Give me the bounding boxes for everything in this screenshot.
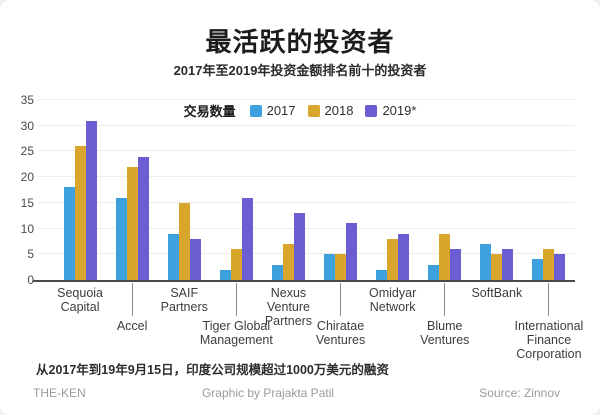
bar-2019 — [450, 249, 462, 280]
y-tick-label: 0 — [27, 273, 34, 287]
bar-2017 — [219, 269, 231, 280]
y-tick-label: 15 — [20, 195, 34, 210]
footer-brand: THE-KEN — [33, 386, 86, 400]
bar-group — [54, 100, 106, 280]
bar-group — [523, 100, 575, 280]
y-tick-label: 30 — [20, 118, 34, 133]
grid-line — [38, 227, 575, 229]
y-tick-label: 10 — [20, 221, 34, 236]
x-tick-label: Chiratae Ventures — [315, 319, 366, 347]
bar-2018 — [178, 202, 190, 280]
bar-group — [419, 100, 471, 280]
bar-2019 — [346, 223, 358, 280]
y-axis: 0 5 10 15 20 25 30 35 — [4, 93, 34, 287]
bar-2017 — [376, 269, 388, 280]
bar-2019 — [293, 213, 305, 280]
bar-2019 — [241, 197, 253, 280]
y-tick-label: 5 — [27, 247, 34, 262]
x-axis-labels: Sequoia Capital Accel SAIF Partners Tiger G… — [54, 282, 583, 367]
bar-group — [210, 100, 262, 280]
bar-2018 — [282, 244, 294, 280]
bar-2019 — [189, 238, 201, 280]
leader-line — [340, 283, 342, 316]
footer-source: Source: Zinnov — [479, 386, 560, 400]
grid-line — [38, 99, 575, 100]
bar-2017 — [271, 264, 283, 280]
leader-line — [131, 283, 133, 316]
legend-label-2018: 2018 — [324, 103, 354, 118]
bar-2018 — [387, 238, 399, 280]
legend-item-2017: 2017 — [249, 103, 296, 118]
x-tick-label: Accel — [116, 319, 148, 333]
bar-group — [471, 100, 523, 280]
bar-group — [367, 100, 419, 280]
leader-line — [235, 283, 237, 316]
x-tick-label: SoftBank — [471, 286, 523, 300]
bar-2019 — [502, 249, 514, 280]
bar-2019 — [137, 156, 149, 280]
x-tick-label: Tiger Global Management — [199, 319, 273, 347]
y-tick-label: 35 — [20, 93, 34, 107]
x-tick-label: International Finance Corporation — [514, 319, 584, 361]
grid-line — [38, 176, 575, 178]
grid-line — [38, 253, 575, 255]
footer: THE-KEN Graphic by Prajakta Patil Source… — [0, 386, 600, 402]
bar-2017 — [480, 244, 492, 280]
bar-2017 — [532, 259, 544, 280]
x-tick-label: SAIF Partners — [160, 286, 208, 314]
leader-line — [444, 283, 446, 316]
y-tick-label: 25 — [20, 144, 34, 159]
bar-group — [158, 100, 210, 280]
footnote: 从2017年到19年9月15日，印度公司规模超过1000万美元的融资 — [36, 363, 389, 377]
grid-line — [38, 124, 575, 126]
bar-2017 — [115, 197, 127, 280]
bar-2018 — [491, 254, 503, 280]
legend-swatch-2018 — [307, 104, 320, 117]
bar-group — [314, 100, 366, 280]
legend-item-2018: 2018 — [307, 103, 354, 118]
bar-2018 — [439, 233, 451, 280]
legend-swatch-2017 — [249, 104, 262, 117]
bar-2019 — [398, 233, 410, 280]
bar-2017 — [167, 233, 179, 280]
bar-2018 — [230, 249, 242, 280]
bar-2017 — [324, 254, 336, 280]
plot-area — [33, 99, 575, 282]
legend-label-2019: 2019* — [382, 103, 417, 118]
legend: 交易数量 2017 2018 2019* — [0, 101, 600, 120]
legend-swatch-2019 — [365, 104, 378, 117]
chart-subtitle: 2017年至2019年投资金额排名前十的投资者 — [173, 63, 427, 78]
bar-group — [262, 100, 314, 280]
bar-2017 — [63, 187, 75, 280]
bar-groups — [54, 100, 575, 280]
page-title: 最活跃的投资者 — [205, 27, 395, 57]
legend-label-2017: 2017 — [266, 103, 296, 118]
x-tick-label: Nexus Venture Partners — [264, 286, 313, 328]
bar-2018 — [543, 249, 555, 280]
leader-line — [548, 283, 550, 316]
bar-2018 — [74, 146, 86, 280]
bar-2019 — [85, 120, 97, 280]
bar-2018 — [126, 166, 138, 280]
x-tick-label: Omidyar Network — [369, 286, 417, 314]
x-tick-label: Blume Ventures — [420, 319, 470, 347]
legend-item-2019: 2019* — [365, 103, 416, 118]
grid-line — [38, 201, 575, 203]
bar-2018 — [335, 254, 347, 280]
bar-group — [106, 100, 158, 280]
legend-title: 交易数量 — [183, 104, 236, 119]
grid-line — [38, 150, 575, 152]
footer-credit: Graphic by Prajakta Patil — [201, 386, 335, 400]
bar-2019 — [554, 254, 566, 280]
x-tick-label: Sequoia Capital — [57, 286, 103, 314]
y-tick-label: 20 — [20, 170, 34, 185]
bar-2017 — [428, 264, 440, 280]
